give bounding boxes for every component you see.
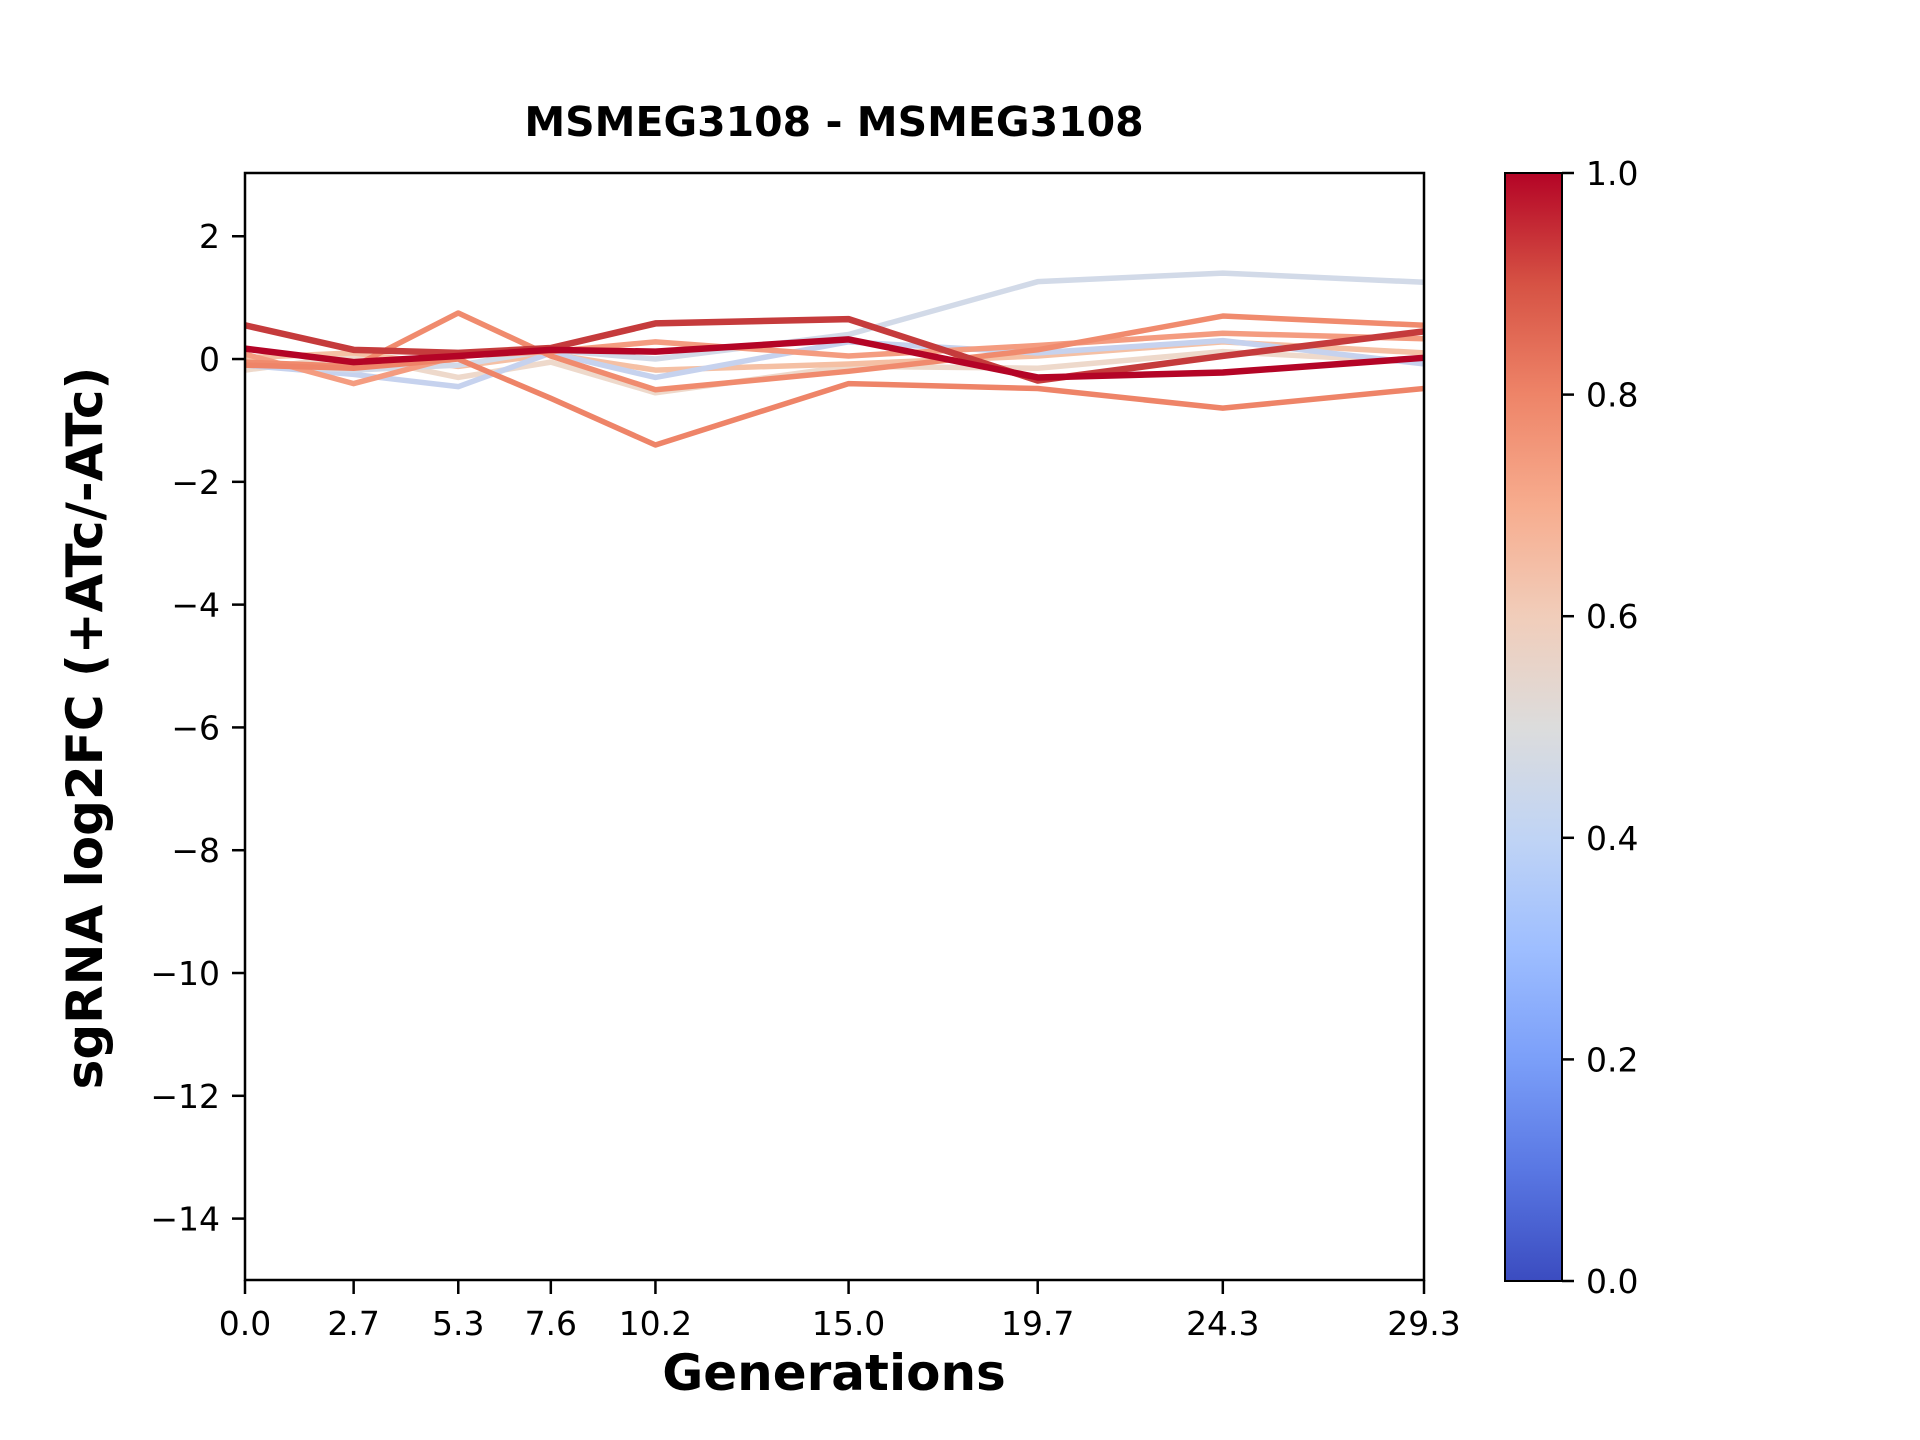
x-tick-label: 15.0: [812, 1304, 885, 1343]
series-line-sgrna-red-dark: [244, 336, 1425, 381]
colorbar: [1504, 172, 1563, 1282]
colorbar-tick-label: 0.8: [1586, 376, 1638, 415]
y-tick-label: −6: [171, 708, 220, 747]
y-tick-label: 0: [199, 340, 220, 379]
colorbar-tick-label: 1.0: [1586, 154, 1638, 193]
x-tick-label: 24.3: [1186, 1304, 1259, 1343]
series-line-sgrna-light-blue: [244, 337, 1425, 390]
series-line-sgrna-salmon-deep-v: [244, 356, 1425, 448]
series-line-sgrna-red-medium: [244, 315, 1425, 384]
colorbar-tick-label: 0.6: [1586, 597, 1638, 636]
y-tick-label: −2: [171, 463, 220, 502]
colorbar-tick-label: 0.4: [1586, 819, 1638, 858]
y-tick-label: −14: [150, 1200, 220, 1239]
y-tick-label: −10: [150, 954, 220, 993]
x-tick-label: 2.7: [327, 1304, 379, 1343]
x-tick-label: 0.0: [219, 1304, 271, 1343]
x-tick-label: 5.3: [432, 1304, 484, 1343]
colorbar-tick-label: 0.2: [1586, 1040, 1638, 1079]
colorbar-tick-label: 0.0: [1586, 1262, 1638, 1301]
y-tick-label: 2: [199, 217, 220, 256]
x-tick-label: 10.2: [619, 1304, 692, 1343]
series-line-sgrna-salmon-light: [244, 330, 1425, 387]
series-line-sgrna-blue-gray-riser: [244, 270, 1425, 373]
x-tick-label: 19.7: [1001, 1304, 1074, 1343]
chart-title: MSMEG3108 - MSMEG3108: [524, 98, 1144, 146]
x-axis-label: Generations: [662, 1344, 1006, 1402]
y-tick-label: −4: [171, 586, 220, 625]
x-tick-label: 29.3: [1387, 1304, 1460, 1343]
x-tick-label: 7.6: [525, 1304, 577, 1343]
y-tick-label: −12: [150, 1077, 220, 1116]
y-tick-label: −8: [171, 831, 220, 870]
